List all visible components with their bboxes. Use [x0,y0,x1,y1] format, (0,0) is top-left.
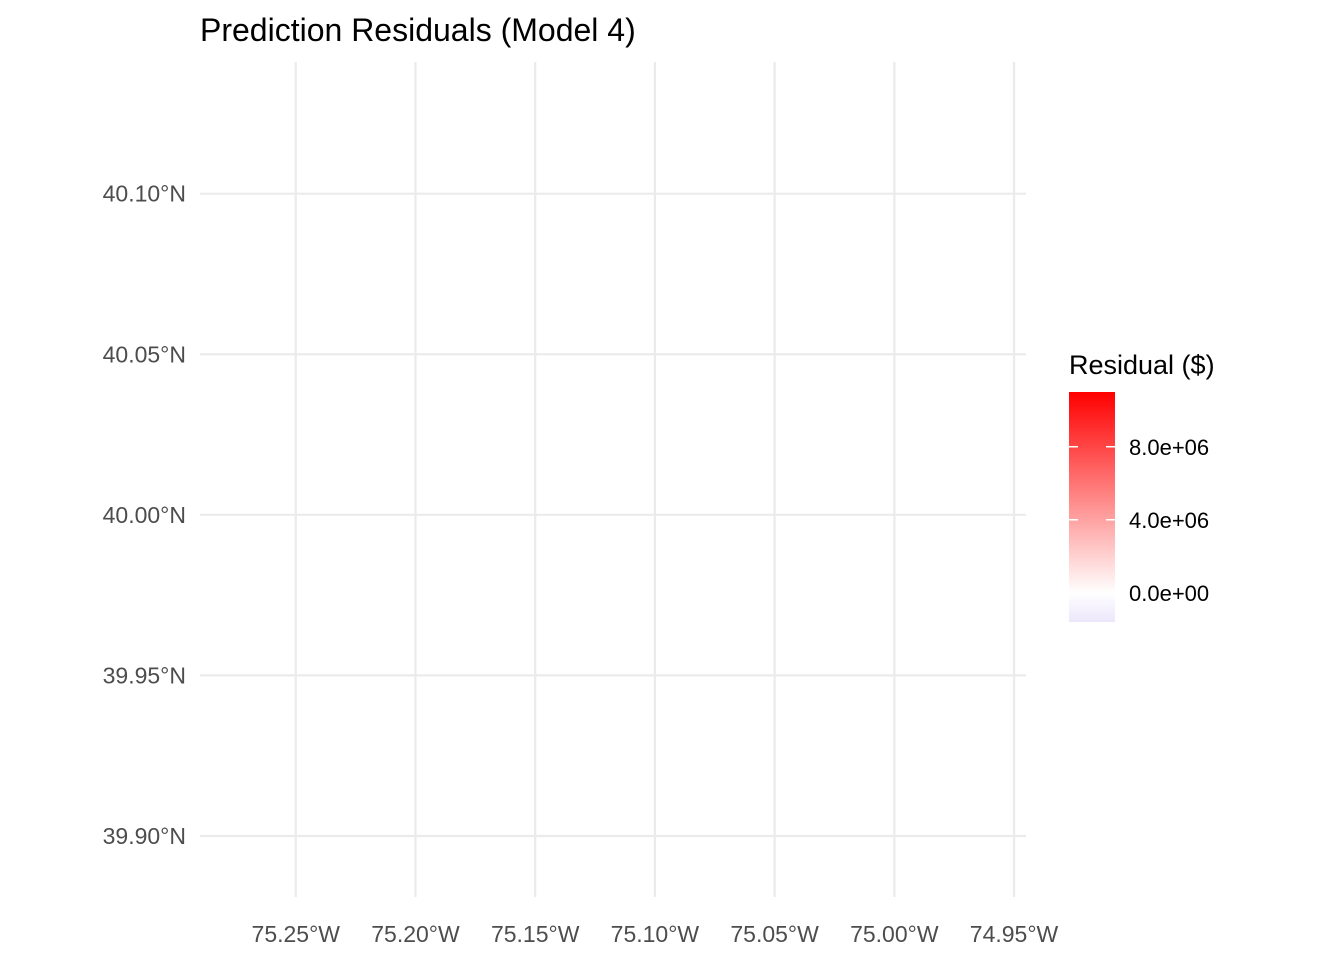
y-tick-label: 40.05°N [103,341,186,367]
legend-break-label: 8.0e+06 [1129,435,1209,460]
x-tick-label: 75.25°W [252,921,341,947]
grid-lines-y [200,192,1026,838]
color-legend: Residual ($) 0.0e+00 4.0e+06 8.0e+06 [1069,350,1215,622]
y-tick-label: 39.90°N [103,823,186,849]
y-tick-label: 39.95°N [103,662,186,688]
y-tick-label: 40.00°N [103,502,186,528]
legend-colorbar [1069,392,1115,622]
x-tick-label: 75.10°W [611,921,700,947]
x-tick-label: 75.00°W [850,921,939,947]
y-tick-labels: 39.90°N 39.95°N 40.00°N 40.05°N 40.10°N [103,181,186,849]
chart-title: Prediction Residuals (Model 4) [200,12,636,48]
x-tick-label: 75.15°W [491,921,580,947]
x-tick-label: 74.95°W [970,921,1059,947]
y-tick-label: 40.10°N [103,181,186,207]
legend-ticks: 0.0e+00 4.0e+06 8.0e+06 [1069,435,1209,606]
grid-lines-x [294,62,1016,897]
x-tick-label: 75.20°W [371,921,460,947]
legend-break-label: 0.0e+00 [1129,581,1209,606]
legend-title: Residual ($) [1069,350,1215,380]
x-tick-labels: 75.25°W 75.20°W 75.15°W 75.10°W 75.05°W 75.00… [252,921,1059,947]
x-tick-label: 75.05°W [730,921,819,947]
legend-break-label: 4.0e+06 [1129,508,1209,533]
